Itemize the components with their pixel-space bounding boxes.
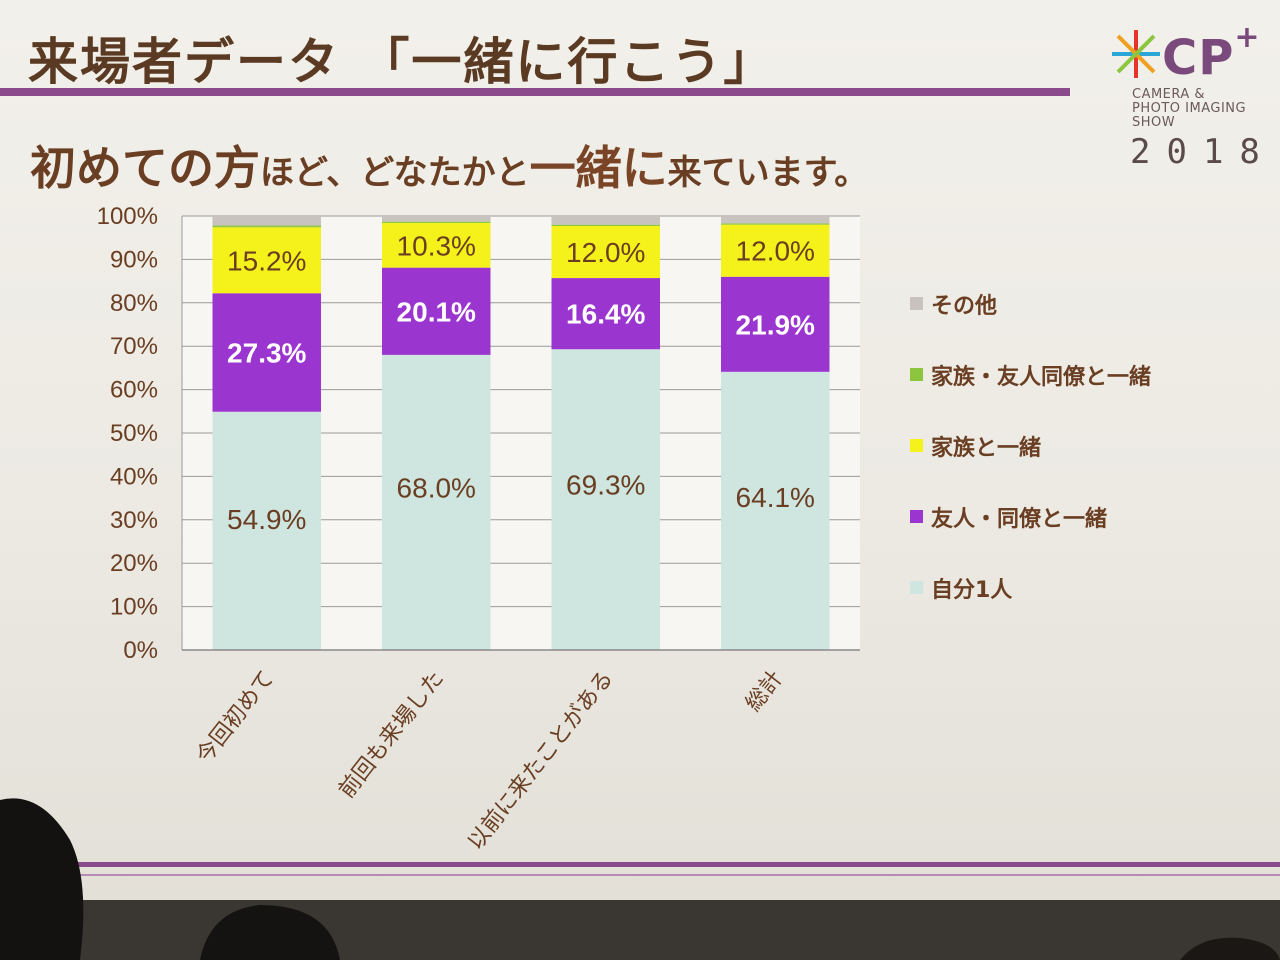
legend-item-friend: 友人・同僚と一緒 xyxy=(910,481,1151,552)
footer-divider xyxy=(0,862,1280,867)
y-tick-label: 0% xyxy=(123,637,158,664)
logo-wordmark: CP+ xyxy=(1162,20,1261,86)
subtitle-part-1: 初めての方 xyxy=(30,141,260,195)
legend-item-family: 家族と一緒 xyxy=(910,410,1151,481)
y-tick-label: 90% xyxy=(110,246,158,273)
slide-title: 来場者データ 「一緒に行こう」 xyxy=(28,33,776,91)
bar-segment-other xyxy=(212,216,321,226)
legend-item-alone: 自分1人 xyxy=(910,552,1151,623)
logo-subtitle: CAMERA & PHOTO IMAGING SHOW xyxy=(1132,87,1247,130)
y-tick-label: 30% xyxy=(110,507,158,534)
y-tick-label: 40% xyxy=(110,463,158,490)
subtitle-part-4: 来ています。 xyxy=(667,153,869,193)
data-label-friend: 21.9% xyxy=(736,309,815,340)
y-tick-label: 100% xyxy=(97,203,158,230)
bar-segment-family_friend xyxy=(212,225,321,228)
data-label-alone: 64.1% xyxy=(736,482,815,513)
bar-segment-family xyxy=(551,225,660,279)
y-tick-label: 50% xyxy=(110,420,158,447)
bar-segment-family_friend xyxy=(551,224,660,226)
bar-segment-friend xyxy=(212,293,321,412)
data-label-alone: 69.3% xyxy=(566,470,645,501)
cp-plus-logo: CP+ CAMERA & PHOTO IMAGING SHOW 2018 xyxy=(1100,20,1261,172)
data-label-alone: 68.0% xyxy=(397,473,476,504)
x-category-label: 前回も来場した xyxy=(334,666,449,803)
data-label-family: 12.0% xyxy=(736,236,815,267)
legend-swatch xyxy=(910,510,923,523)
data-label-friend: 16.4% xyxy=(566,299,645,330)
x-category-label: 総計 xyxy=(741,666,788,716)
chart-legend: その他家族・友人同僚と一緒 家族と一緒友人・同僚と一緒 自分1人 xyxy=(910,268,1151,623)
bar-segment-other xyxy=(551,216,660,225)
presentation-slide: 来場者データ 「一緒に行こう」 CP+ CAMERA & PHOTO IMAGI… xyxy=(0,0,1280,900)
y-tick-label: 60% xyxy=(110,377,158,404)
legend-label: 自分1人 xyxy=(931,577,1013,603)
footer-divider-thin xyxy=(0,874,1280,876)
bar-segment-alone xyxy=(382,354,491,650)
subtitle-part-3: 一緒に xyxy=(529,141,668,195)
x-category-label: 今回初めて xyxy=(192,666,279,768)
legend-label: 家族と一緒 xyxy=(931,435,1042,461)
legend-item-other: その他 xyxy=(910,268,1151,339)
legend-swatch xyxy=(910,581,923,594)
legend-item-family_friend: 家族・友人同僚と一緒 xyxy=(910,339,1151,410)
bar-segment-friend xyxy=(721,276,830,372)
y-tick-label: 70% xyxy=(110,333,158,360)
bar-segment-other xyxy=(382,216,491,222)
bar-segment-alone xyxy=(212,411,321,650)
subtitle-part-2: ほど、どなたかと xyxy=(260,153,530,193)
data-label-friend: 20.1% xyxy=(397,296,476,327)
data-label-family: 10.3% xyxy=(397,230,476,261)
legend-swatch xyxy=(910,297,923,310)
legend-label: 家族・友人同僚と一緒 xyxy=(931,364,1152,390)
bar-segment-friend xyxy=(382,267,491,355)
data-label-family: 15.2% xyxy=(227,245,306,276)
bar-segment-alone xyxy=(721,371,830,650)
title-divider xyxy=(0,88,1070,96)
y-tick-label: 10% xyxy=(110,594,158,621)
bar-segment-family xyxy=(721,224,830,277)
y-tick-label: 20% xyxy=(110,550,158,577)
legend-swatch xyxy=(910,368,923,381)
bar-segment-friend xyxy=(551,278,660,350)
bar-segment-family_friend xyxy=(382,221,491,223)
data-label-friend: 27.3% xyxy=(227,337,306,368)
legend-swatch xyxy=(910,439,923,452)
logo-year: 2018 xyxy=(1130,132,1276,172)
data-label-family: 12.0% xyxy=(566,237,645,268)
data-label-alone: 54.9% xyxy=(227,504,306,535)
legend-label: その他 xyxy=(931,293,998,319)
x-category-label: 以前に来たことがある xyxy=(463,666,618,855)
bar-segment-family xyxy=(212,227,321,294)
asterisk-logo-icon xyxy=(1112,30,1160,78)
bar-segment-other xyxy=(721,216,830,224)
bar-segment-alone xyxy=(551,349,660,650)
slide-subtitle: 初めての方ほど、どなたかと一緒に来ています。 xyxy=(30,132,868,198)
y-tick-label: 80% xyxy=(110,290,158,317)
bar-segment-family xyxy=(382,222,491,268)
stacked-bar-chart: 0% 10% 20% 30% 40% 50% 60% 70% 80% 90% 100% 54.9% 27… xyxy=(97,203,860,855)
legend-label: 友人・同僚と一緒 xyxy=(931,506,1108,532)
bar-segment-family_friend xyxy=(721,223,830,225)
